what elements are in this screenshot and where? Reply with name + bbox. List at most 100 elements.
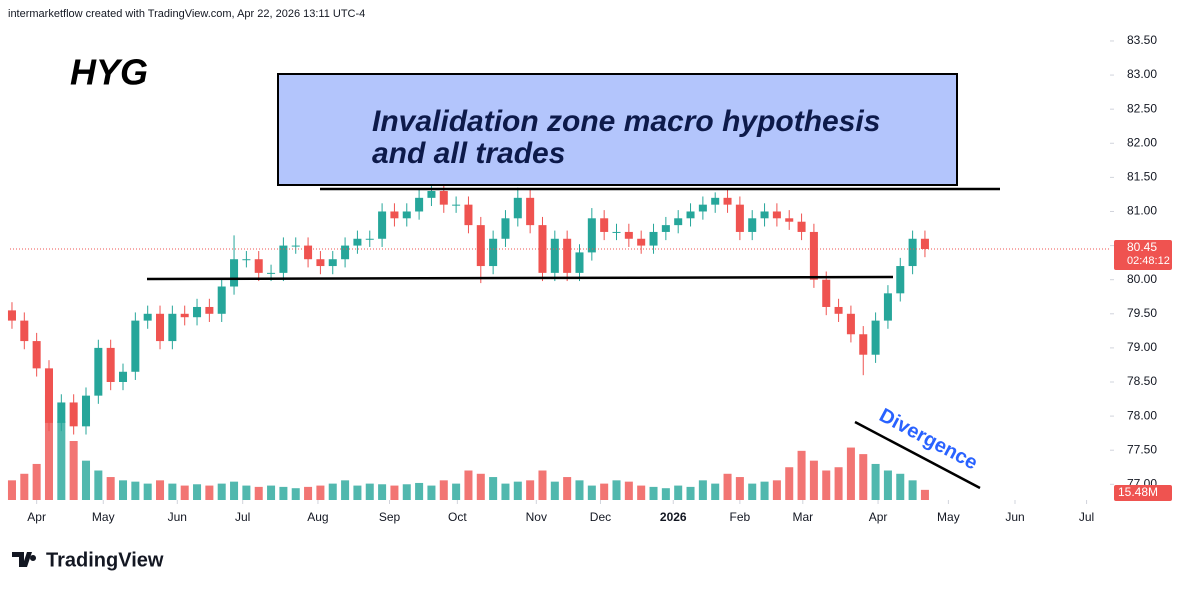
candle-body xyxy=(7,310,16,321)
candle-body xyxy=(44,368,53,423)
x-tick-label: Sep xyxy=(379,510,401,524)
logo: TradingView xyxy=(12,549,164,571)
volume-bar xyxy=(698,480,707,500)
volume-bar xyxy=(908,480,917,500)
y-tick-label: 81.50 xyxy=(1127,170,1157,184)
candle-body xyxy=(846,313,855,335)
candle-body xyxy=(513,197,522,219)
volume-bar xyxy=(32,463,41,500)
volume-bar xyxy=(600,483,609,500)
y-tick-label: 80.00 xyxy=(1127,272,1157,286)
x-tick-label: Apr xyxy=(27,510,46,524)
volume-bar xyxy=(20,473,29,500)
candle-body xyxy=(402,211,411,219)
volume-bar xyxy=(217,483,226,500)
candle-body xyxy=(723,197,732,205)
x-tick-label: Apr xyxy=(869,510,888,524)
volume-bar xyxy=(538,470,547,500)
candle-body xyxy=(624,231,633,239)
candle-body xyxy=(834,306,843,314)
volume-bar xyxy=(637,485,646,500)
volume-bar xyxy=(427,485,436,500)
volume-bar xyxy=(131,481,140,500)
x-tick-label: Jun xyxy=(1005,510,1024,524)
volume-bar xyxy=(304,486,313,500)
y-tick-label: 78.00 xyxy=(1127,408,1157,422)
y-tick-label: 81.00 xyxy=(1127,204,1157,218)
volume-bar xyxy=(94,470,103,500)
candle-body xyxy=(908,238,917,267)
candle-body xyxy=(106,347,115,382)
volume-bar xyxy=(575,480,584,500)
candle-body xyxy=(883,293,892,321)
candle-body xyxy=(267,272,276,274)
candle-body xyxy=(464,204,473,226)
candle-body xyxy=(378,211,387,239)
box-text: and all trades xyxy=(372,137,565,170)
volume-bar xyxy=(390,485,399,500)
volume-bar xyxy=(624,481,633,500)
plot: 77.0077.5078.0078.5079.0079.5080.0080.50… xyxy=(7,33,1172,524)
candle-body xyxy=(896,266,905,294)
volume-bar xyxy=(822,470,831,500)
volume-bar xyxy=(674,485,683,500)
candle-body xyxy=(242,259,251,261)
candle-body xyxy=(550,238,559,273)
countdown: 02:48:12 xyxy=(1127,255,1170,267)
candle-body xyxy=(57,402,66,423)
candle-body xyxy=(711,197,720,205)
x-tick-label: May xyxy=(937,510,960,524)
y-tick-label: 83.00 xyxy=(1127,67,1157,81)
volume-bar xyxy=(797,450,806,500)
candle-body xyxy=(822,279,831,307)
volume-bar xyxy=(7,480,16,500)
candle-body xyxy=(415,197,424,212)
candle-body xyxy=(871,320,880,355)
candle-body xyxy=(575,252,584,273)
volume-bar xyxy=(587,485,596,500)
volume-bar xyxy=(291,488,300,500)
x-tick-label: Aug xyxy=(307,510,328,524)
candle-body xyxy=(94,347,103,396)
candle-body xyxy=(131,320,140,372)
x-tick-label: Jul xyxy=(1079,510,1094,524)
y-tick-label: 82.00 xyxy=(1127,135,1157,149)
candle-body xyxy=(32,341,41,369)
volume-bar xyxy=(489,477,498,500)
volume-bar xyxy=(735,477,744,500)
candle-body xyxy=(365,238,374,240)
candle-body xyxy=(501,218,510,239)
invalidation-box xyxy=(277,73,958,186)
candle-body xyxy=(217,286,226,314)
x-tick-label: Dec xyxy=(590,510,611,524)
candle-body xyxy=(760,211,769,219)
volume-bar xyxy=(106,477,115,500)
volume-bar xyxy=(365,483,374,500)
volume-bar xyxy=(859,454,868,500)
candle-body xyxy=(439,191,448,205)
volume-bar xyxy=(415,482,424,500)
candle-body xyxy=(452,204,461,206)
volume-bar xyxy=(44,395,53,500)
candle-body xyxy=(168,313,177,342)
candle-body xyxy=(920,238,929,249)
candle-body xyxy=(859,334,868,355)
volume-bar xyxy=(119,480,128,500)
volume-bar xyxy=(501,483,510,500)
candle-body xyxy=(563,238,572,273)
volume-bar xyxy=(328,483,337,500)
last-price-label: 80.45 xyxy=(1127,240,1157,254)
volume-bar xyxy=(81,460,91,500)
volume-bar xyxy=(193,484,202,500)
candle-body xyxy=(20,320,29,342)
support-line xyxy=(146,275,894,281)
volume-bar xyxy=(563,477,572,500)
last-volume-label: 15.48M xyxy=(1118,485,1158,499)
last-price-box xyxy=(1114,239,1172,270)
x-tick-label: Jun xyxy=(168,510,187,524)
candle-body xyxy=(698,204,707,212)
candle-body xyxy=(526,197,535,226)
candle-body xyxy=(637,238,646,246)
y-tick-label: 78.50 xyxy=(1127,374,1157,388)
